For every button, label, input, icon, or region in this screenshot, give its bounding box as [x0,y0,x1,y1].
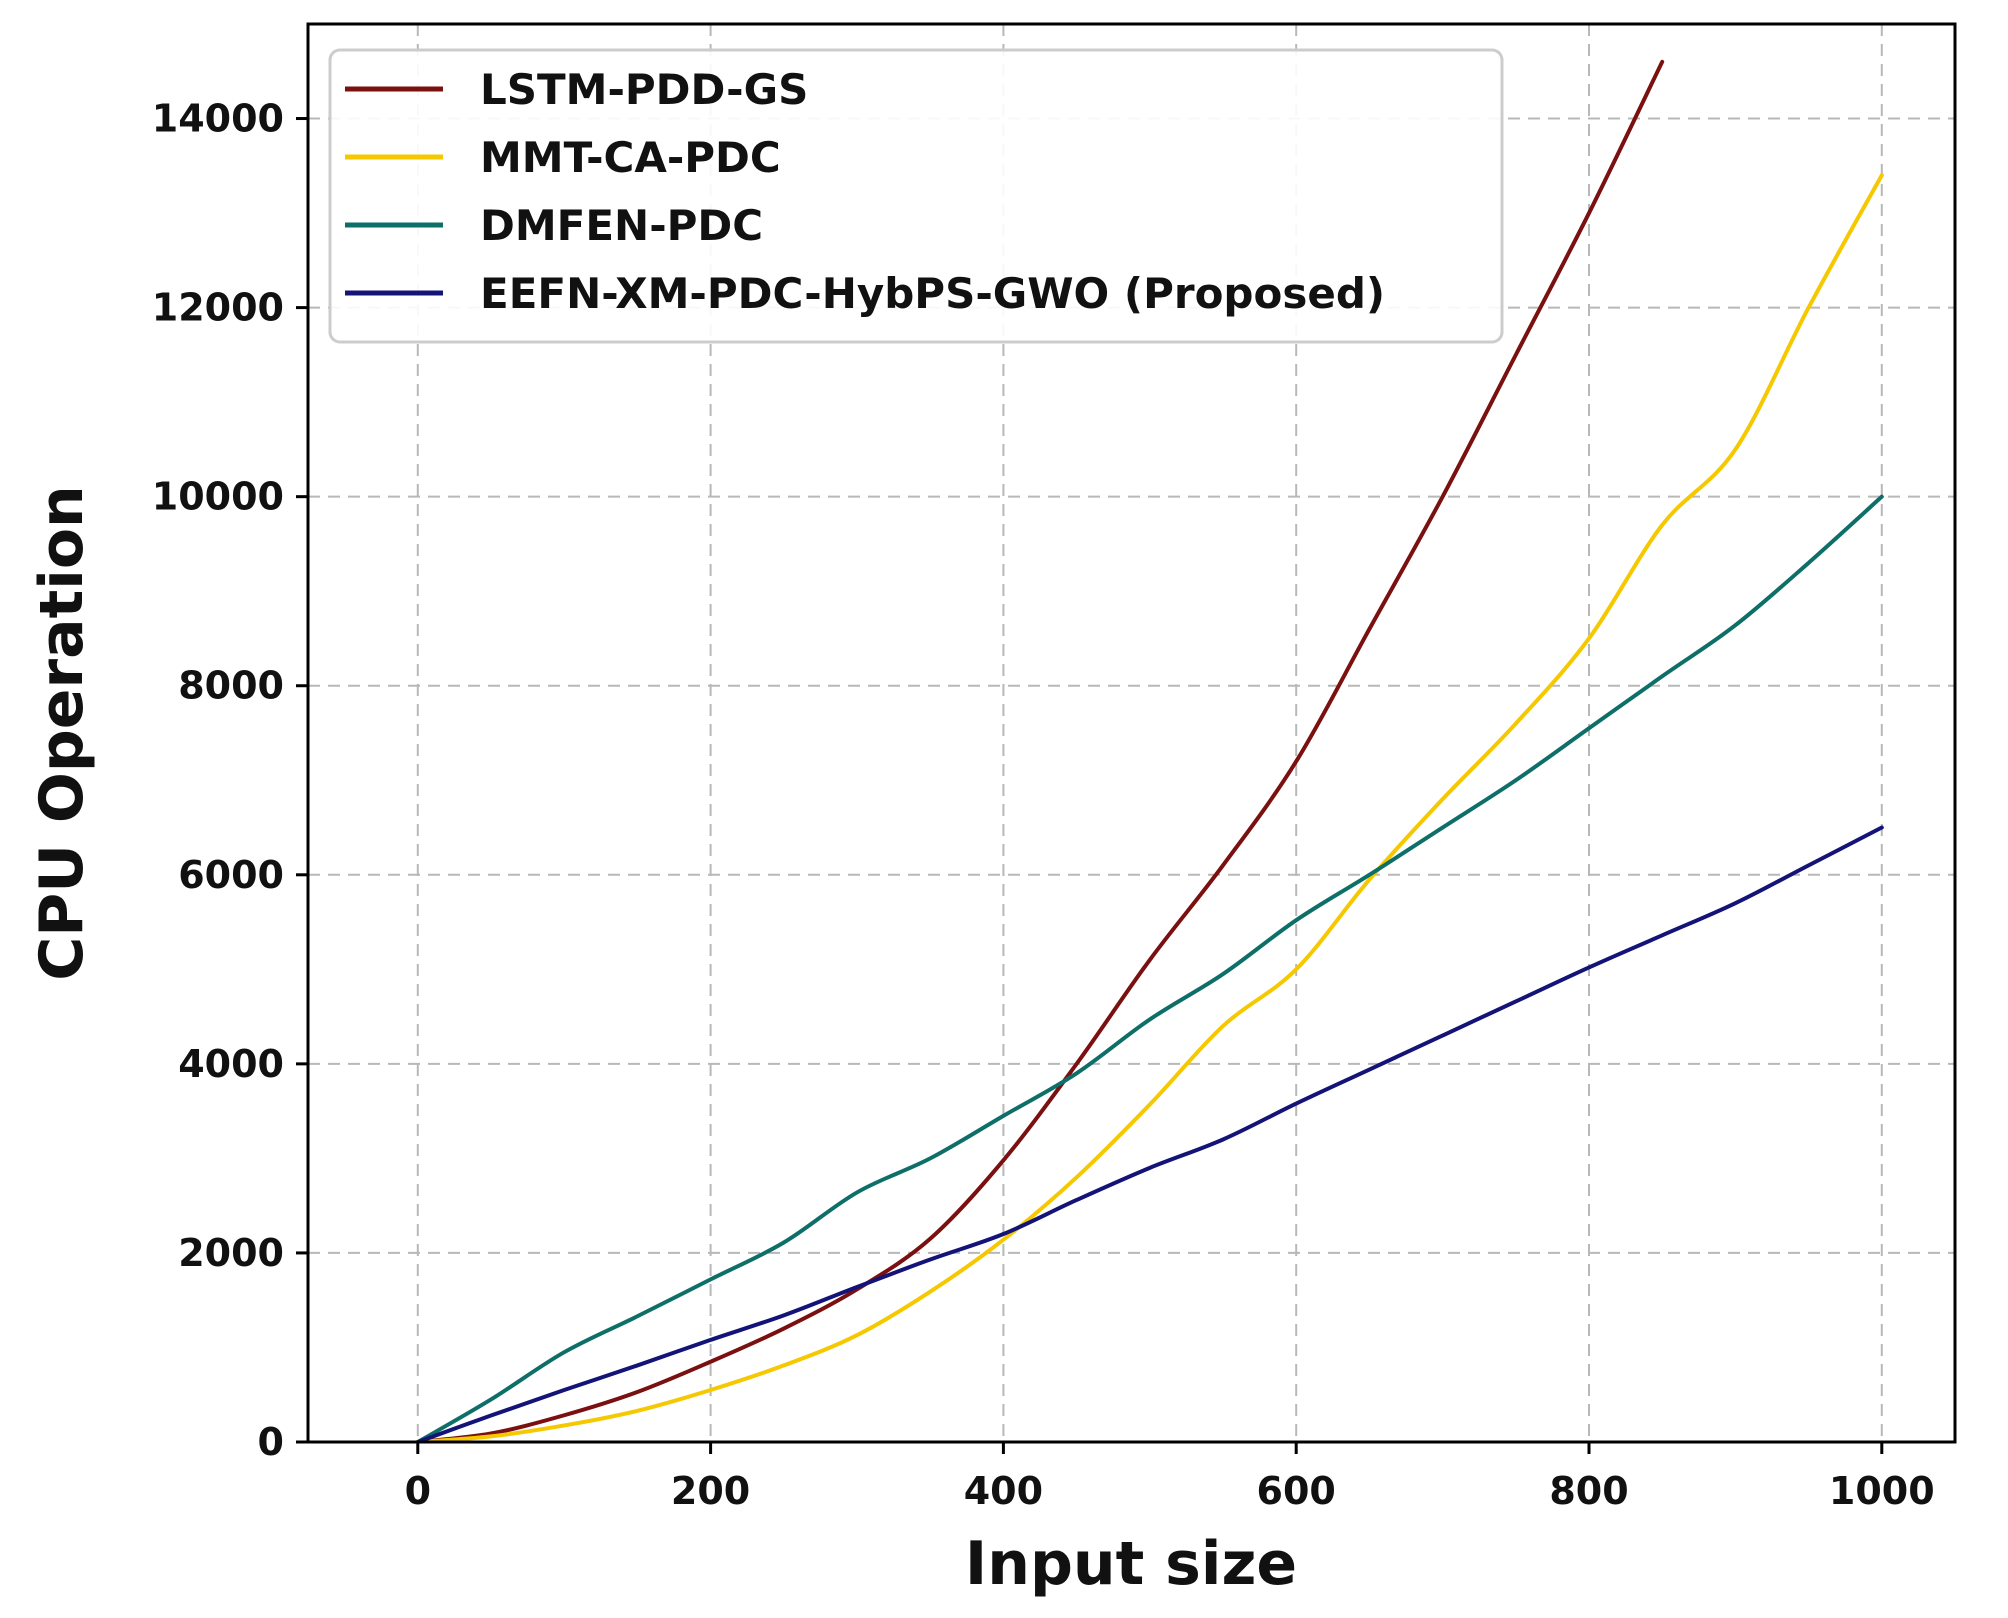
series-line-mmt-ca-pdc [415,173,1884,1442]
axis-ticks: 0 200 400 600 800 100002000400060008000100001… [152,97,1935,1513]
y-tick-label: 8000 [178,664,284,708]
y-tick-label: 10000 [152,475,284,519]
x-tick-label: 400 [964,1469,1043,1513]
y-tick-label: 6000 [178,853,284,897]
x-tick-label: 800 [1549,1469,1628,1513]
x-axis-title: Input size [965,1529,1297,1599]
legend-label: EEFN-XM-PDC-HybPS-GWO (Proposed) [480,269,1385,318]
series-line-dmfen-pdc [415,494,1884,1442]
series-lines [415,59,1884,1442]
x-tick-label: 200 [671,1469,750,1513]
x-tick-label: 0 [405,1469,431,1513]
series-line-lstm-pdd-gs [415,59,1665,1442]
x-tick-label: 1000 [1829,1469,1935,1513]
y-axis-title: CPU Operation [27,485,97,981]
legend: LSTM-PDD-GS MMT-CA-PDC DMFEN-PDC EEFN-XM-PD… [328,48,1504,344]
y-tick-label: 2000 [178,1231,284,1275]
y-tick-label: 0 [258,1420,284,1464]
legend-label: DMFEN-PDC [480,201,763,250]
plot-frame [306,22,1957,1444]
series-line-eefn-xm-pdc-hybps-gwo-proposed [415,825,1884,1442]
legend-label: MMT-CA-PDC [480,133,781,182]
x-tick-label: 600 [1257,1469,1336,1513]
y-tick-label: 4000 [178,1042,284,1086]
legend-box [328,48,1504,344]
y-tick-label: 12000 [152,286,284,330]
legend-label: LSTM-PDD-GS [480,65,808,114]
y-tick-label: 14000 [152,97,284,141]
